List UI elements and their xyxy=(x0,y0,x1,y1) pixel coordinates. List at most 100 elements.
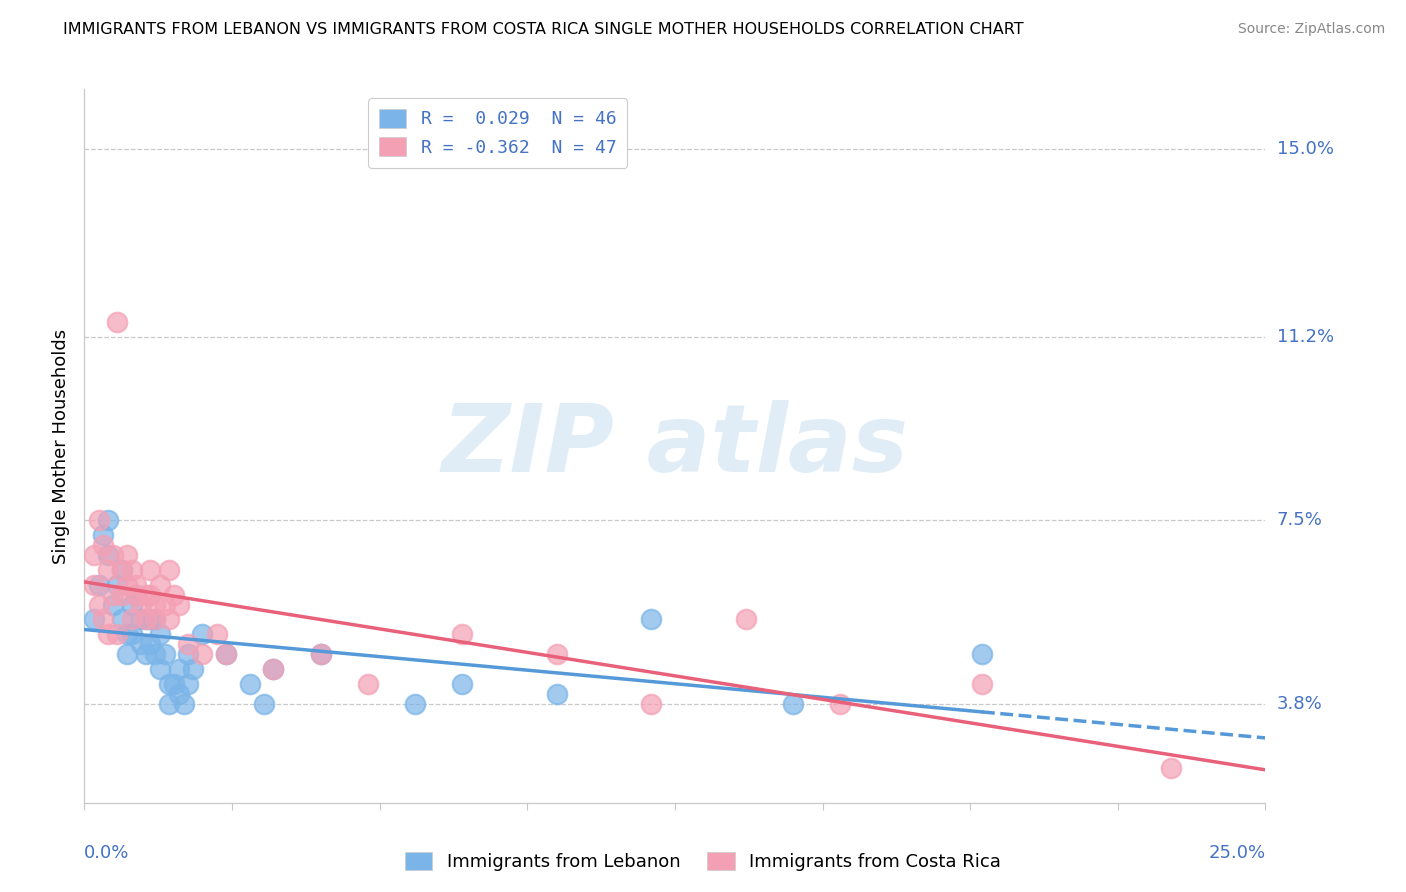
Point xyxy=(91,528,114,542)
Point xyxy=(129,598,152,612)
Text: Source: ZipAtlas.com: Source: ZipAtlas.com xyxy=(1237,22,1385,37)
Point xyxy=(83,548,105,562)
Point xyxy=(149,578,172,592)
Point xyxy=(111,612,134,626)
Point xyxy=(111,588,134,602)
Point xyxy=(135,588,157,602)
Point xyxy=(135,612,157,626)
Point xyxy=(451,627,474,641)
Point xyxy=(157,612,180,626)
Point xyxy=(139,563,162,577)
Point xyxy=(139,588,162,602)
Point xyxy=(101,598,124,612)
Y-axis label: Single Mother Households: Single Mother Households xyxy=(52,328,70,564)
Point xyxy=(970,677,993,691)
Point xyxy=(101,588,124,602)
Point xyxy=(357,677,380,691)
Point xyxy=(125,578,148,592)
Point xyxy=(91,538,114,552)
Point xyxy=(163,588,186,602)
Point xyxy=(139,637,162,651)
Point xyxy=(91,612,114,626)
Point xyxy=(177,647,200,661)
Point xyxy=(97,563,120,577)
Point xyxy=(143,647,166,661)
Point xyxy=(97,627,120,641)
Point xyxy=(143,612,166,626)
Point xyxy=(125,588,148,602)
Point xyxy=(239,677,262,691)
Point xyxy=(153,598,176,612)
Point xyxy=(129,637,152,651)
Point xyxy=(121,627,143,641)
Point xyxy=(782,697,804,711)
Point xyxy=(1160,761,1182,775)
Point xyxy=(734,612,756,626)
Point xyxy=(173,697,195,711)
Point xyxy=(157,677,180,691)
Point xyxy=(191,647,214,661)
Point xyxy=(83,612,105,626)
Point xyxy=(101,548,124,562)
Point xyxy=(205,627,228,641)
Point xyxy=(115,627,138,641)
Point xyxy=(830,697,852,711)
Point xyxy=(139,612,162,626)
Point xyxy=(149,627,172,641)
Point xyxy=(451,677,474,691)
Text: IMMIGRANTS FROM LEBANON VS IMMIGRANTS FROM COSTA RICA SINGLE MOTHER HOUSEHOLDS C: IMMIGRANTS FROM LEBANON VS IMMIGRANTS FR… xyxy=(63,22,1024,37)
Point xyxy=(177,677,200,691)
Point xyxy=(115,578,138,592)
Text: ZIP atlas: ZIP atlas xyxy=(441,400,908,492)
Legend: R =  0.029  N = 46, R = -0.362  N = 47: R = 0.029 N = 46, R = -0.362 N = 47 xyxy=(368,98,627,168)
Text: 0.0%: 0.0% xyxy=(84,845,129,863)
Point xyxy=(125,588,148,602)
Point xyxy=(262,662,284,676)
Point xyxy=(215,647,238,661)
Point xyxy=(640,612,662,626)
Point xyxy=(215,647,238,661)
Point xyxy=(115,548,138,562)
Point xyxy=(640,697,662,711)
Point xyxy=(107,627,129,641)
Text: 7.5%: 7.5% xyxy=(1277,511,1323,529)
Point xyxy=(404,697,426,711)
Point xyxy=(262,662,284,676)
Point xyxy=(163,677,186,691)
Point xyxy=(143,612,166,626)
Point xyxy=(177,637,200,651)
Text: 15.0%: 15.0% xyxy=(1277,140,1333,158)
Text: 25.0%: 25.0% xyxy=(1208,845,1265,863)
Point xyxy=(97,513,120,527)
Point xyxy=(111,563,134,577)
Point xyxy=(115,647,138,661)
Legend: Immigrants from Lebanon, Immigrants from Costa Rica: Immigrants from Lebanon, Immigrants from… xyxy=(398,845,1008,879)
Point xyxy=(157,697,180,711)
Point xyxy=(149,662,172,676)
Point xyxy=(167,687,190,701)
Point xyxy=(309,647,332,661)
Point xyxy=(121,612,143,626)
Point xyxy=(129,612,152,626)
Text: 3.8%: 3.8% xyxy=(1277,695,1322,713)
Point xyxy=(309,647,332,661)
Point xyxy=(153,647,176,661)
Point xyxy=(167,662,190,676)
Point xyxy=(87,578,110,592)
Point xyxy=(97,548,120,562)
Point xyxy=(121,563,143,577)
Point xyxy=(87,513,110,527)
Point xyxy=(970,647,993,661)
Point xyxy=(135,647,157,661)
Point xyxy=(107,315,129,329)
Point xyxy=(83,578,105,592)
Point xyxy=(135,612,157,626)
Point xyxy=(143,598,166,612)
Point xyxy=(253,697,276,711)
Point xyxy=(546,687,568,701)
Point xyxy=(121,598,143,612)
Text: 11.2%: 11.2% xyxy=(1277,328,1334,346)
Point xyxy=(87,598,110,612)
Point xyxy=(191,627,214,641)
Point xyxy=(181,662,204,676)
